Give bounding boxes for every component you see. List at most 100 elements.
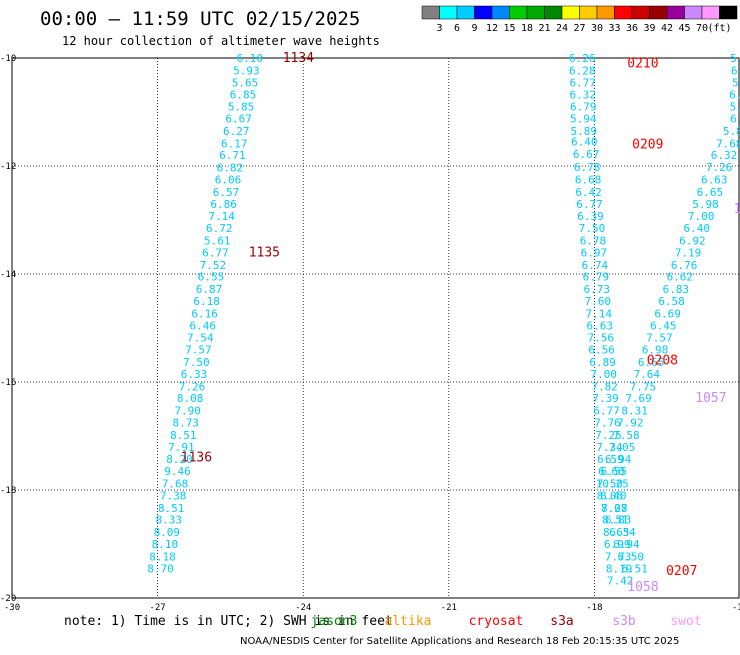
x-tick-label: -21 xyxy=(441,603,457,613)
swh-value-label: 6.67 xyxy=(573,148,600,161)
pass-number-label: 0208 xyxy=(647,353,678,368)
colorbar-swatch xyxy=(456,5,475,20)
swh-value-label: 6.79 xyxy=(570,101,597,114)
swh-value-label: 6.39 xyxy=(577,210,604,223)
swh-value-label: 7.57 xyxy=(185,344,212,357)
x-tick-label: -18 xyxy=(586,603,602,613)
swh-value-label: 6.76 xyxy=(671,259,698,272)
swh-value-label: 6.78 xyxy=(574,161,601,174)
swh-value-label: 7.60 xyxy=(585,295,612,308)
swh-value-label: 5.94 xyxy=(570,112,597,125)
swh-value-label: 6.59 xyxy=(597,453,624,466)
swh-value-label: 7.73 xyxy=(605,550,632,563)
swh-value-label: 8.31 xyxy=(621,405,648,418)
swh-value-label: 6.58 xyxy=(658,295,685,308)
footer-credit: NOAA/NESDIS Center for Satellite Applica… xyxy=(240,636,679,647)
swh-value-label: 6.77 xyxy=(570,76,597,89)
y-tick-label: -18 xyxy=(0,486,16,496)
swh-value-label: 8.05 xyxy=(597,489,624,502)
swh-value-label: 6.65 xyxy=(697,186,724,199)
swh-value-label: 6.72 xyxy=(206,222,233,235)
colorbar-label: 6 xyxy=(454,23,460,34)
swh-value-label: 7.50 xyxy=(597,478,624,491)
swh-value-label: 6.46 xyxy=(189,319,216,332)
colorbar-swatch xyxy=(596,5,615,20)
colorbar-swatch xyxy=(544,5,563,20)
swh-value-label: 7.39 xyxy=(592,392,619,405)
colorbar-label: 42 xyxy=(661,23,673,34)
swh-value-label: 7.07 xyxy=(601,502,628,515)
swh-value-label: 6.77 xyxy=(593,405,620,418)
swh-value-label: 6.98 xyxy=(642,344,669,357)
colorbar-swatch xyxy=(421,5,440,20)
swh-value-label: 6.26 xyxy=(569,52,596,65)
swh-value-label: 7.58 xyxy=(613,429,640,442)
x-tick-label: -24 xyxy=(295,603,311,613)
swh-value-label: 8.65 xyxy=(603,526,630,539)
colorbar-label: 24 xyxy=(556,23,568,34)
swh-value-label: 7.26 xyxy=(179,380,206,393)
swh-value-label: 6.97 xyxy=(581,246,608,259)
swh-value-label: 6.65 xyxy=(638,356,665,369)
swh-value-label: 9.46 xyxy=(164,465,191,478)
swh-value-label: 7.75 xyxy=(630,380,657,393)
swh-value-label: 6.92 xyxy=(679,235,706,248)
swh-value-label: 7.54 xyxy=(187,332,214,345)
colorbar-label: 18 xyxy=(521,23,533,34)
swh-value-label: 5.98 xyxy=(692,198,719,211)
pass-number-label: 1058 xyxy=(627,580,658,595)
swh-value-label: 6.32 xyxy=(711,149,738,162)
swh-value-label: 6.16 xyxy=(191,307,218,320)
swh-value-label: 7.00 xyxy=(590,368,617,381)
swh-value-label: 7.50 xyxy=(183,356,210,369)
swh-value-label: 8.09 xyxy=(154,526,181,539)
swh-value-label: 6.69 xyxy=(654,307,681,320)
swh-value-label: 6.71 xyxy=(219,149,246,162)
track-s3a: 6.266.286.776.326.795.945.896.406.676.78… xyxy=(569,52,633,588)
swh-value-label: 8.51 xyxy=(158,502,185,515)
swh-value-label: 6.63 xyxy=(701,174,728,187)
swh-value-label: 6.06 xyxy=(215,174,242,187)
y-tick-label: -20 xyxy=(0,594,16,604)
swh-value-label: 6.82 xyxy=(217,162,244,175)
swh-value-label: 6.50 xyxy=(618,550,645,563)
colorbar-label: 30 xyxy=(591,23,603,34)
swh-value-label: 8.33 xyxy=(156,514,183,527)
pass-number-label: 0209 xyxy=(632,137,663,152)
swh-value-label: 8.19 xyxy=(606,562,633,575)
swh-value-label: 6.77 xyxy=(202,246,229,259)
swh-value-label: 7.26 xyxy=(706,161,733,174)
y-tick-label: -16 xyxy=(0,378,16,388)
swh-value-label: 5.61 xyxy=(204,235,231,248)
colorbar-swatch xyxy=(684,5,703,20)
swh-value-label: 6.63 xyxy=(586,319,613,332)
colorbar-swatch xyxy=(666,5,685,20)
swh-value-label: 6.45 xyxy=(650,319,677,332)
swh-value-label: 8.18 xyxy=(149,550,176,563)
swh-value-label: 7.52 xyxy=(200,259,227,272)
swh-value-label: 7.14 xyxy=(586,307,613,320)
swh-value-label: 7.68 xyxy=(162,478,189,491)
colorbar-swatch xyxy=(491,5,510,20)
swh-value-label: 6.17 xyxy=(221,137,248,150)
swh-value-label: 7.90 xyxy=(174,405,201,418)
pass-number-label: 0207 xyxy=(666,564,697,579)
swh-value-label: 6.83 xyxy=(605,514,632,527)
swh-value-label: 6.77 xyxy=(576,198,603,211)
swh-value-label: 6.74 xyxy=(582,259,609,272)
pass-number-label: 1134 xyxy=(283,51,314,66)
colorbar-label: 39 xyxy=(643,23,655,34)
colorbar-swatch xyxy=(474,5,493,20)
pass-number-label: 0210 xyxy=(627,56,658,71)
swh-value-label: 7.00 xyxy=(688,210,715,223)
swh-value-label: 6.33 xyxy=(181,368,208,381)
swh-value-label: 6.85 xyxy=(230,89,257,102)
colorbar-swatch xyxy=(579,5,598,20)
swh-value-label: 8.08 xyxy=(177,392,204,405)
satellite-legend-s3b: s3b xyxy=(612,614,636,629)
satellite-legend-altika: altika xyxy=(385,614,432,629)
swh-value-label: 5.83 xyxy=(730,101,740,114)
colorbar-label: 33 xyxy=(608,23,620,34)
swh-value-label: 6.67 xyxy=(225,112,252,125)
